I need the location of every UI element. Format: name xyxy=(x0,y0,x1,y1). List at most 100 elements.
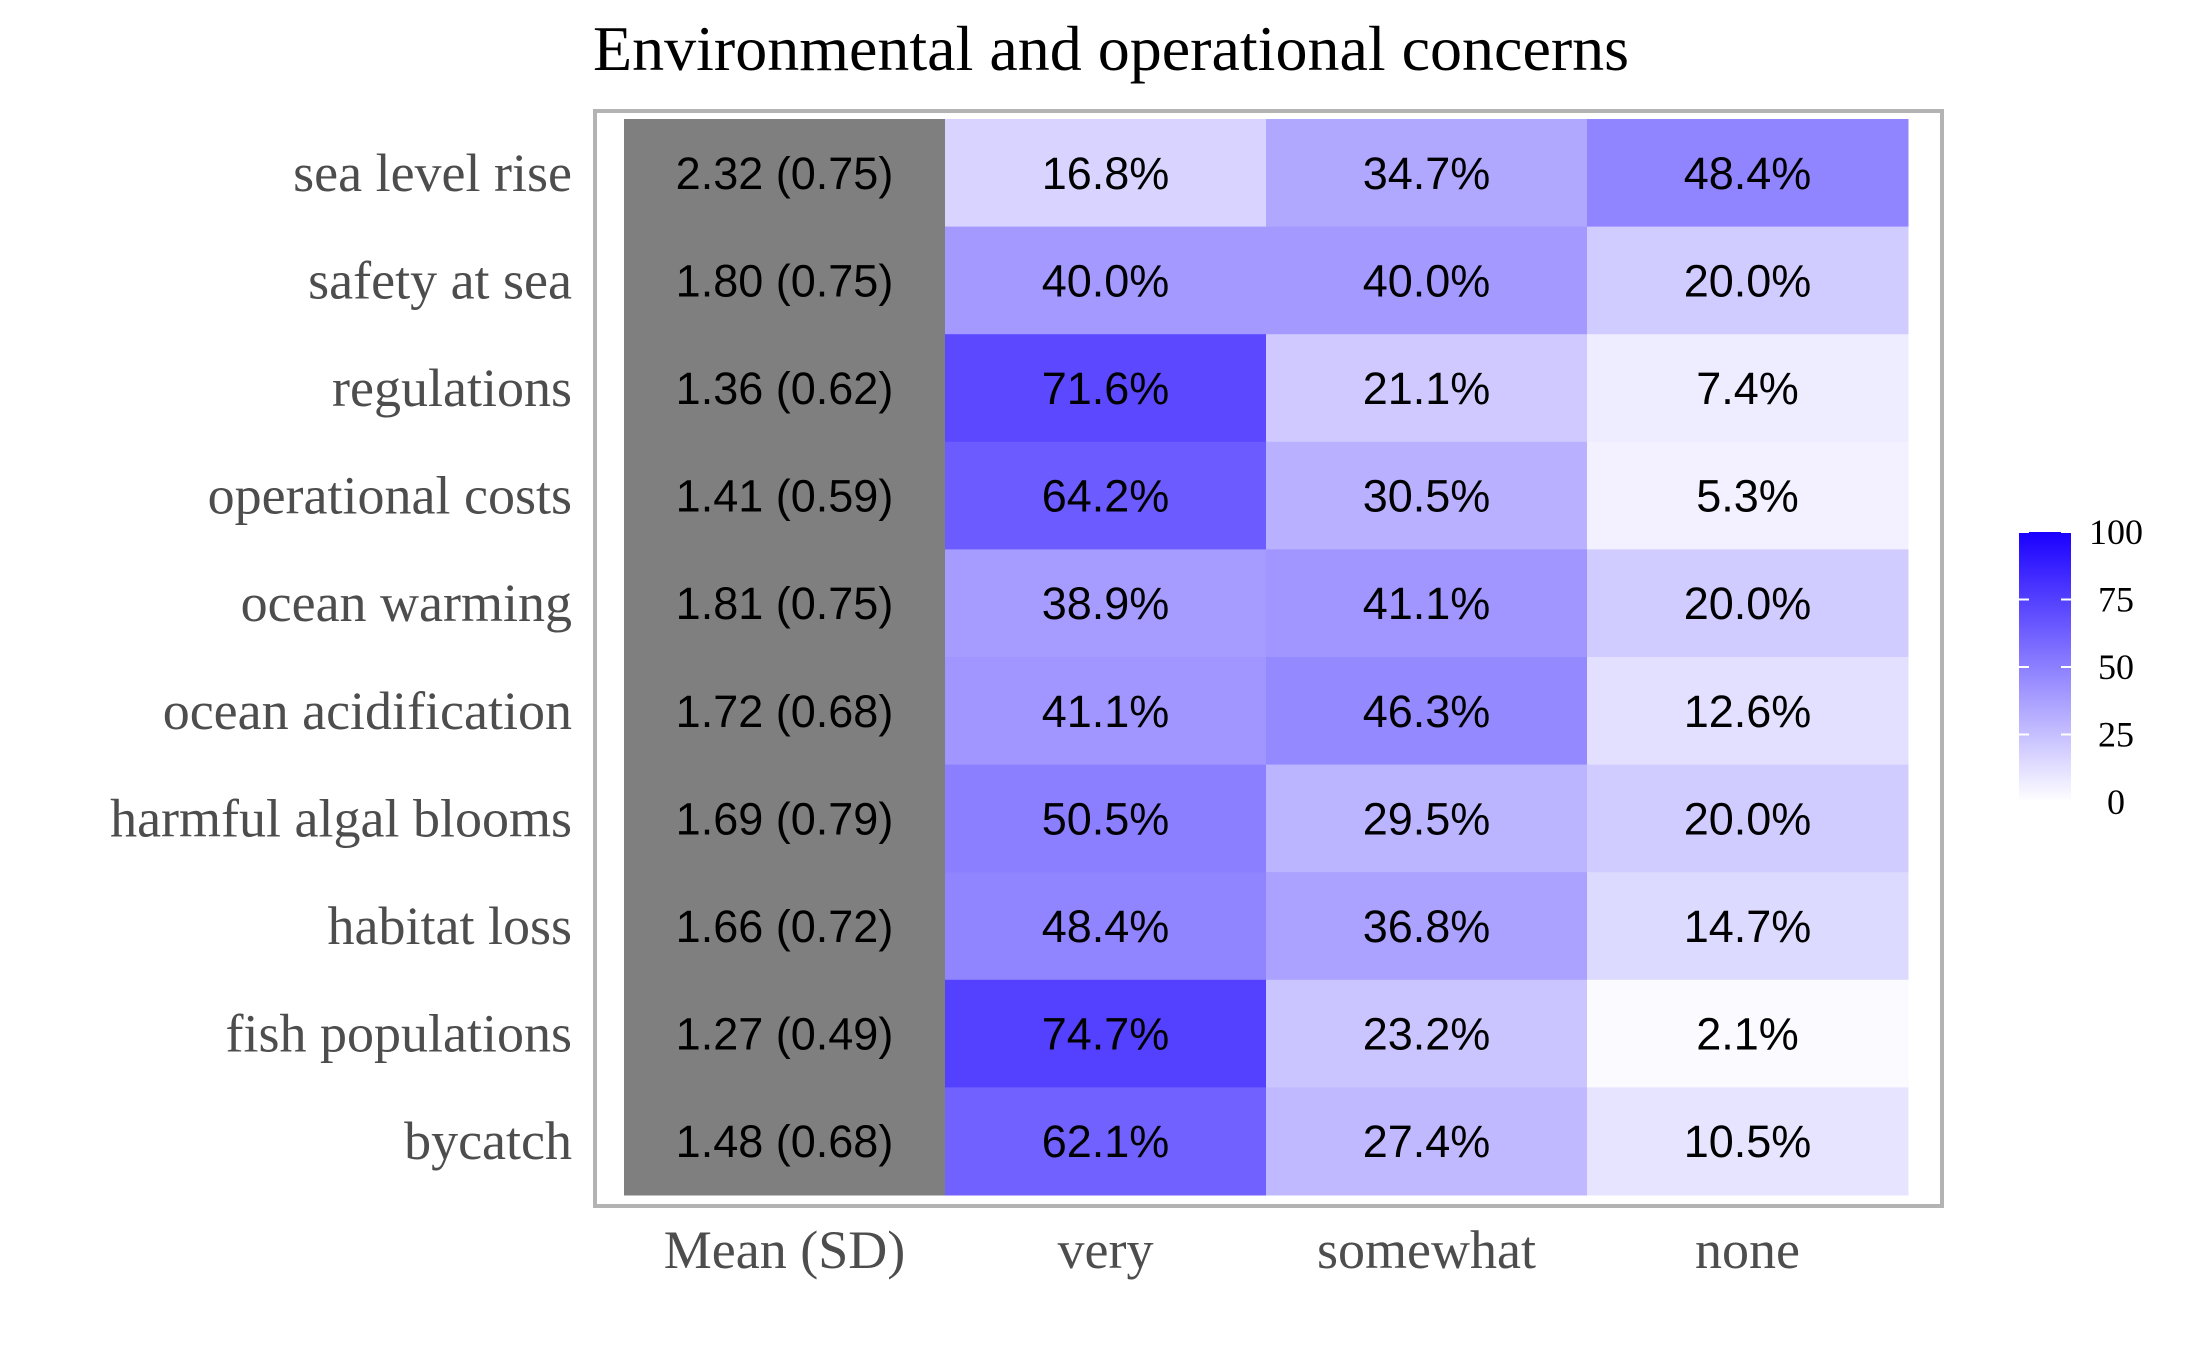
legend-tick-label: 0 xyxy=(2107,782,2125,822)
heatmap-cell xyxy=(945,979,1267,1088)
cell-value-label: 36.8% xyxy=(1363,901,1491,952)
cell-value-label: 46.3% xyxy=(1363,686,1491,737)
cell-value-label: 38.9% xyxy=(1042,578,1170,629)
mean-sd-label: 1.66 (0.72) xyxy=(676,901,894,952)
mean-cell xyxy=(624,764,946,873)
row-label: ocean acidification xyxy=(163,681,572,741)
row-label: operational costs xyxy=(208,466,572,526)
row-label: habitat loss xyxy=(328,896,572,956)
heatmap-cell xyxy=(1266,1087,1588,1196)
heatmap-cell xyxy=(1266,872,1588,981)
legend-tick-label: 50 xyxy=(2098,647,2134,687)
heatmap-cell xyxy=(1266,549,1588,658)
cell-value-label: 14.7% xyxy=(1684,901,1812,952)
panel-border xyxy=(593,109,1944,1208)
cell-value-label: 71.6% xyxy=(1042,363,1170,414)
row-label: ocean warming xyxy=(241,573,572,633)
heatmap-cell xyxy=(945,119,1267,228)
cell-value-label: 20.0% xyxy=(1684,793,1812,844)
heatmap-cell xyxy=(1587,119,1909,228)
heatmap-cells xyxy=(624,119,1909,1196)
cell-value-label: 41.1% xyxy=(1363,578,1491,629)
heatmap-cell xyxy=(1587,441,1909,550)
heatmap-cell xyxy=(945,764,1267,873)
mean-sd-label: 1.72 (0.68) xyxy=(676,686,894,737)
cell-value-label: 74.7% xyxy=(1042,1009,1170,1060)
row-label: bycatch xyxy=(404,1111,572,1171)
cell-value-label: 29.5% xyxy=(1363,793,1491,844)
cell-value-label: 12.6% xyxy=(1684,686,1812,737)
heatmap-cell xyxy=(945,334,1267,443)
heatmap-cell xyxy=(1587,334,1909,443)
row-label: fish populations xyxy=(226,1004,573,1064)
heatmap-cell xyxy=(945,657,1267,766)
heatmap-cell xyxy=(945,549,1267,658)
cell-value-label: 48.4% xyxy=(1684,148,1812,199)
legend-tick-label: 25 xyxy=(2098,715,2134,755)
cell-value-label: 5.3% xyxy=(1696,471,1799,522)
cell-value-label: 10.5% xyxy=(1684,1116,1812,1167)
heatmap-cell xyxy=(945,441,1267,550)
heatmap-cell xyxy=(1587,979,1909,1088)
heatmap-cell xyxy=(945,1087,1267,1196)
row-label: regulations xyxy=(332,358,572,418)
cell-value-label: 23.2% xyxy=(1363,1009,1491,1060)
heatmap-cell xyxy=(1266,657,1588,766)
cell-value-label: 34.7% xyxy=(1363,148,1491,199)
mean-sd-label: 1.69 (0.79) xyxy=(676,793,894,844)
column-label: none xyxy=(1695,1220,1800,1280)
column-labels: Mean (SD) very somewhat none xyxy=(664,1220,1800,1280)
heatmap-cell xyxy=(1587,1087,1909,1196)
cell-value-labels: 2.32 (0.75) 16.8% 34.7% 48.4% 1.80 (0.75) 40.… xyxy=(676,148,1812,1167)
legend-ticks: 0 25 50 75 100 xyxy=(2019,512,2143,822)
cell-value-label: 27.4% xyxy=(1363,1116,1491,1167)
cell-value-label: 41.1% xyxy=(1042,686,1170,737)
cell-value-label: 62.1% xyxy=(1042,1116,1170,1167)
cell-value-label: 64.2% xyxy=(1042,471,1170,522)
mean-cell xyxy=(624,119,946,228)
heatmap-cell xyxy=(1266,764,1588,873)
row-label: harmful algal blooms xyxy=(110,788,572,848)
cell-value-label: 16.8% xyxy=(1042,148,1170,199)
mean-sd-label: 2.32 (0.75) xyxy=(676,148,894,199)
mean-sd-label: 1.41 (0.59) xyxy=(676,471,894,522)
heatmap-cell xyxy=(945,872,1267,981)
row-labels: sea level rise safety at sea regulations op… xyxy=(110,143,572,1171)
mean-cell xyxy=(624,334,946,443)
heatmap-cell xyxy=(1587,226,1909,335)
mean-sd-label: 1.36 (0.62) xyxy=(676,363,894,414)
heatmap-cell xyxy=(1266,119,1588,228)
cell-value-label: 50.5% xyxy=(1042,793,1170,844)
row-label: safety at sea xyxy=(308,250,572,310)
heatmap-cell xyxy=(1587,872,1909,981)
heatmap-cell xyxy=(1587,549,1909,658)
heatmap-cell xyxy=(1266,334,1588,443)
cell-value-label: 2.1% xyxy=(1696,1009,1799,1060)
cell-value-label: 40.0% xyxy=(1042,255,1170,306)
heatmap-cell xyxy=(1266,226,1588,335)
cell-value-label: 30.5% xyxy=(1363,471,1491,522)
cell-value-label: 20.0% xyxy=(1684,255,1812,306)
heatmap-cell xyxy=(1266,979,1588,1088)
mean-cell xyxy=(624,657,946,766)
mean-cell xyxy=(624,979,946,1088)
chart-title: Environmental and operational concerns xyxy=(593,13,1629,84)
column-label: Mean (SD) xyxy=(664,1220,905,1280)
mean-cell xyxy=(624,549,946,658)
mean-sd-label: 1.27 (0.49) xyxy=(676,1009,894,1060)
mean-sd-label: 1.80 (0.75) xyxy=(676,255,894,306)
mean-sd-label: 1.48 (0.68) xyxy=(676,1116,894,1167)
mean-cell xyxy=(624,872,946,981)
legend-tick-label: 100 xyxy=(2089,512,2143,552)
heatmap-cell xyxy=(1587,764,1909,873)
mean-cell xyxy=(624,226,946,335)
row-label: sea level rise xyxy=(293,143,572,203)
cell-value-label: 7.4% xyxy=(1696,363,1799,414)
column-label: somewhat xyxy=(1317,1220,1536,1280)
cell-value-label: 20.0% xyxy=(1684,578,1812,629)
mean-sd-label: 1.81 (0.75) xyxy=(676,578,894,629)
mean-cell xyxy=(624,1087,946,1196)
heatmap-cell xyxy=(1587,657,1909,766)
heatmap-cell xyxy=(945,226,1267,335)
